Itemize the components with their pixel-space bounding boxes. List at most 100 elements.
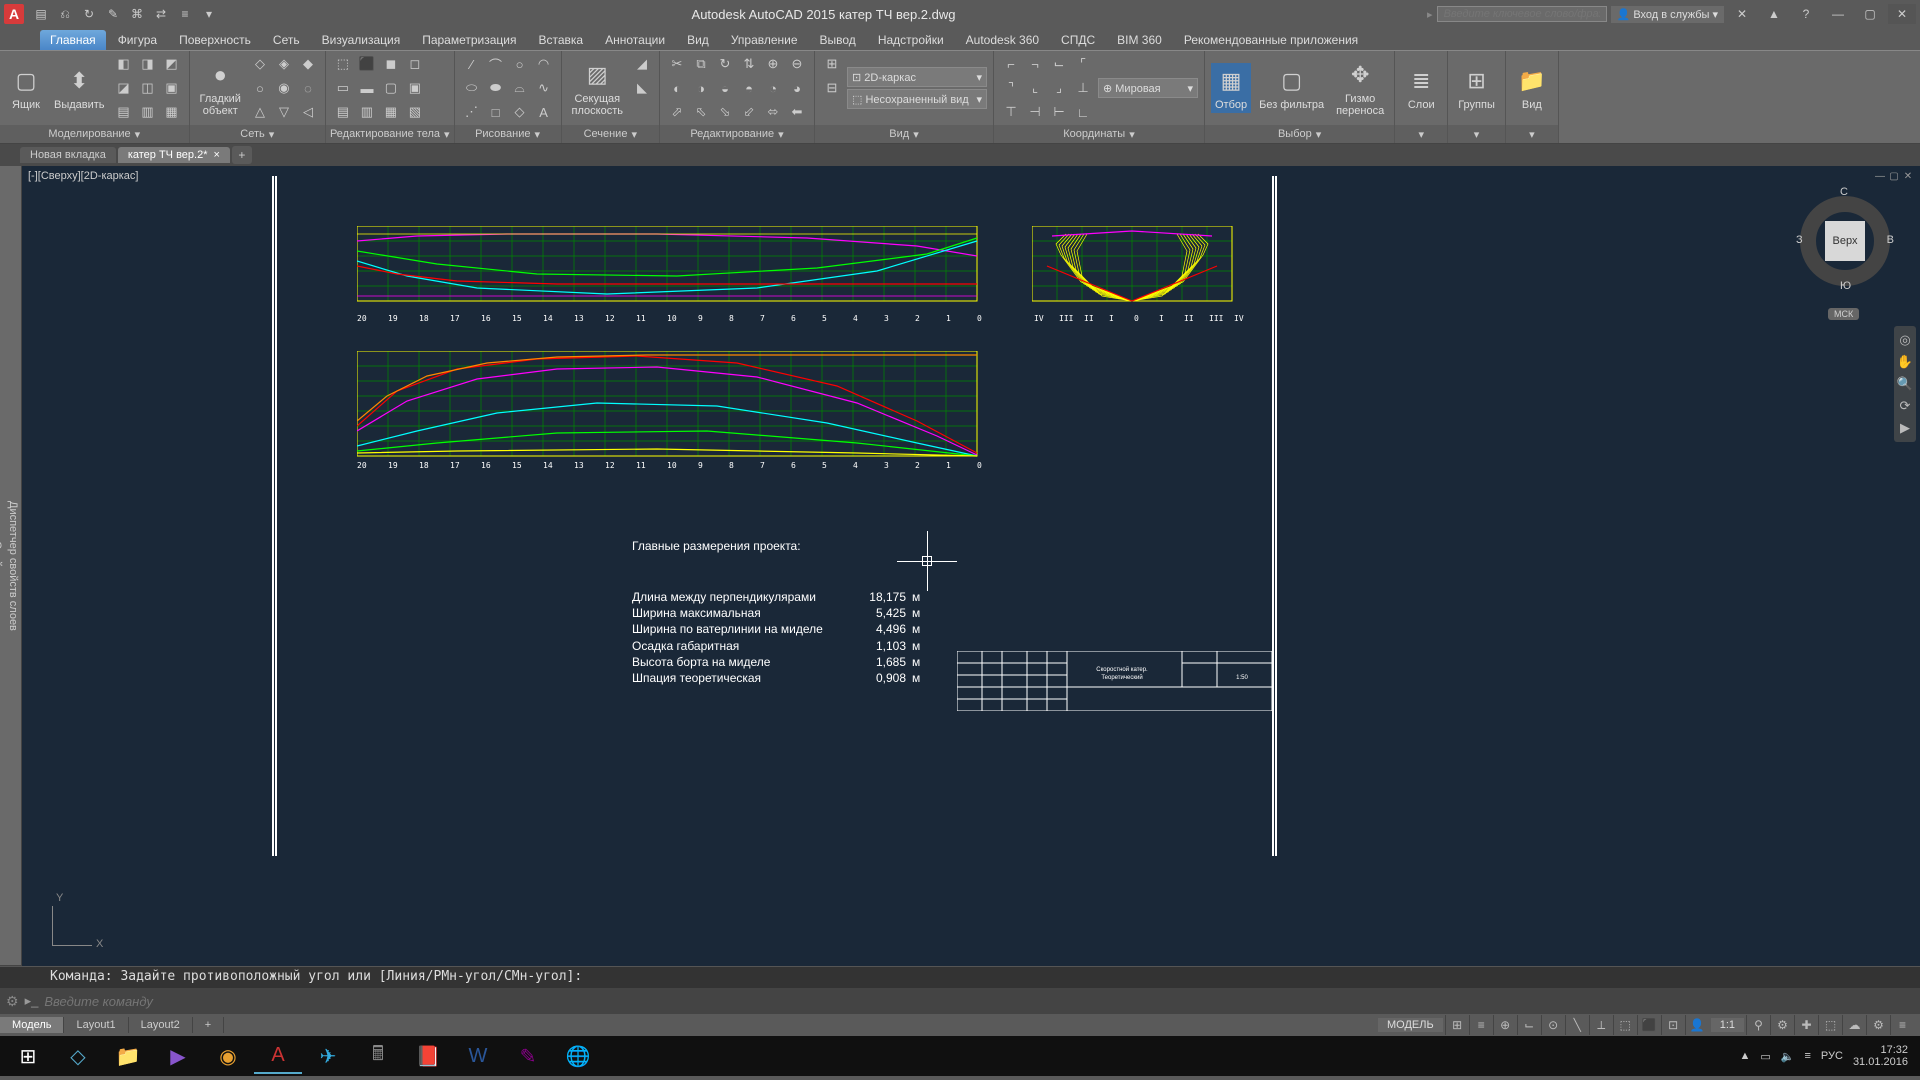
ribbon-small-button[interactable]: ◆ bbox=[297, 53, 319, 75]
status-toggle[interactable]: ⚙ bbox=[1866, 1015, 1890, 1035]
qat-button[interactable]: ✎ bbox=[102, 4, 124, 24]
ribbon-small-button[interactable]: ◪ bbox=[113, 77, 135, 99]
ribbon-panel-label[interactable]: Редактирование тела ▾ bbox=[326, 125, 454, 143]
vp-minimize-icon[interactable]: — bbox=[1874, 170, 1886, 182]
ribbon-small-button[interactable]: ▬ bbox=[356, 77, 378, 99]
ribbon-tab[interactable]: Аннотации bbox=[595, 30, 675, 50]
ribbon-small-button[interactable]: ▦ bbox=[380, 101, 402, 123]
ribbon-small-button[interactable]: ⌜ bbox=[1072, 53, 1094, 75]
ribbon-panel-label[interactable]: Сеть ▾ bbox=[190, 125, 325, 143]
ribbon-small-button[interactable]: ○ bbox=[249, 77, 271, 99]
ribbon-big-button[interactable]: ≣Слои bbox=[1401, 63, 1441, 113]
ribbon-tab[interactable]: Фигура bbox=[108, 30, 167, 50]
ribbon-small-button[interactable]: ⊥ bbox=[1072, 77, 1094, 99]
status-toggle[interactable]: ⟂ bbox=[1589, 1015, 1613, 1035]
ribbon-small-button[interactable]: ▤ bbox=[332, 101, 354, 123]
taskbar-app[interactable]: 📕 bbox=[404, 1038, 452, 1074]
ribbon-big-button[interactable]: ⬍Выдавить bbox=[50, 63, 109, 113]
ribbon-panel-label[interactable]: Моделирование ▾ bbox=[0, 125, 189, 143]
ribbon-small-button[interactable]: ◒ bbox=[714, 77, 736, 99]
ribbon-small-button[interactable]: ◩ bbox=[161, 53, 183, 75]
tab-close-icon[interactable]: × bbox=[213, 149, 219, 161]
ribbon-small-button[interactable]: ◣ bbox=[631, 77, 653, 99]
nav-orbit-icon[interactable]: ⟳ bbox=[1896, 398, 1914, 414]
status-toggle[interactable]: 👤 bbox=[1685, 1015, 1709, 1035]
nav-pan-icon[interactable]: ✋ bbox=[1896, 354, 1914, 370]
ribbon-small-button[interactable]: ◈ bbox=[273, 53, 295, 75]
ribbon-small-button[interactable]: ◓ bbox=[738, 77, 760, 99]
qat-button[interactable]: ⇄ bbox=[150, 4, 172, 24]
ribbon-small-button[interactable]: ∿ bbox=[533, 77, 555, 99]
ribbon-small-button[interactable]: ∟ bbox=[1072, 101, 1094, 123]
ribbon-small-button[interactable]: ⧉ bbox=[690, 53, 712, 75]
ribbon-small-button[interactable]: ▭ bbox=[332, 77, 354, 99]
taskbar-app[interactable]: W bbox=[454, 1038, 502, 1074]
help-icon[interactable]: ▲ bbox=[1760, 4, 1788, 24]
ribbon-small-button[interactable]: ▥ bbox=[137, 101, 159, 123]
tray-icon[interactable]: ▲ bbox=[1739, 1050, 1750, 1063]
ribbon-big-button[interactable]: ✥Гизмопереноса bbox=[1332, 57, 1388, 119]
side-palette-bar[interactable]: Диспетчер свойств слоевСвойства bbox=[0, 166, 22, 966]
status-toggle[interactable]: ⬚ bbox=[1613, 1015, 1637, 1035]
qat-button[interactable]: ▾ bbox=[198, 4, 220, 24]
ribbon-small-button[interactable]: ⬚ bbox=[332, 53, 354, 75]
ribbon-small-button[interactable]: ⊟ bbox=[821, 77, 843, 99]
help-button[interactable]: ? bbox=[1792, 4, 1820, 24]
ribbon-tab[interactable]: Вставка bbox=[529, 30, 594, 50]
taskbar-app[interactable]: ◉ bbox=[204, 1038, 252, 1074]
ribbon-tab[interactable]: Управление bbox=[721, 30, 808, 50]
ribbon-big-button[interactable]: 📁Вид bbox=[1512, 63, 1552, 113]
ribbon-big-button[interactable]: ●Гладкийобъект bbox=[196, 57, 245, 119]
tray-icon[interactable]: 🔈 bbox=[1781, 1050, 1795, 1063]
ribbon-small-button[interactable]: ◁ bbox=[297, 101, 319, 123]
qat-button[interactable]: ▤ bbox=[30, 4, 52, 24]
ribbon-tab[interactable]: Рекомендованные приложения bbox=[1174, 30, 1368, 50]
ribbon-small-button[interactable]: ⌙ bbox=[1048, 53, 1070, 75]
status-toggle[interactable]: ⌙ bbox=[1517, 1015, 1541, 1035]
ribbon-small-button[interactable]: ◐ bbox=[666, 77, 688, 99]
ribbon-small-button[interactable]: ⬛ bbox=[356, 53, 378, 75]
qat-button[interactable]: ≡ bbox=[174, 4, 196, 24]
ribbon-small-button[interactable]: ⬭ bbox=[461, 77, 483, 99]
ribbon-small-button[interactable]: ▣ bbox=[404, 77, 426, 99]
tray-icon[interactable]: ▭ bbox=[1760, 1050, 1770, 1063]
ribbon-small-button[interactable]: ◔ bbox=[762, 77, 784, 99]
ribbon-small-button[interactable]: △ bbox=[249, 101, 271, 123]
qat-button[interactable]: ↻ bbox=[78, 4, 100, 24]
ribbon-panel-label[interactable]: Выбор ▾ bbox=[1205, 125, 1394, 143]
status-model[interactable]: МОДЕЛЬ bbox=[1378, 1018, 1443, 1032]
ribbon-small-button[interactable]: ⌓ bbox=[509, 77, 531, 99]
ribbon-small-button[interactable]: ¬ bbox=[1024, 53, 1046, 75]
ribbon-small-button[interactable]: ◌ bbox=[297, 77, 319, 99]
ribbon-panel-label[interactable]: Координаты ▾ bbox=[994, 125, 1204, 143]
ribbon-panel-label[interactable]: Сечение ▾ bbox=[562, 125, 659, 143]
help-search-input[interactable] bbox=[1437, 6, 1607, 22]
status-toggle[interactable]: ⊙ bbox=[1541, 1015, 1565, 1035]
nav-zoom-icon[interactable]: 🔍 bbox=[1896, 376, 1914, 392]
taskbar-app[interactable]: 🖩 bbox=[354, 1038, 402, 1074]
ribbon-small-button[interactable]: ▣ bbox=[161, 77, 183, 99]
autocad-logo[interactable]: A bbox=[4, 4, 24, 24]
ribbon-dropdown[interactable]: ⊡ 2D-каркас ▾ bbox=[847, 67, 987, 87]
ribbon-big-button[interactable]: ▦Отбор bbox=[1211, 63, 1251, 113]
ribbon-small-button[interactable]: ⊞ bbox=[821, 53, 843, 75]
taskbar-app[interactable]: 🌐 bbox=[554, 1038, 602, 1074]
status-scale[interactable]: 1:1 bbox=[1711, 1018, 1744, 1032]
ribbon-panel-label[interactable]: Рисование ▾ bbox=[455, 125, 561, 143]
ribbon-small-button[interactable]: ⊖ bbox=[786, 53, 808, 75]
ribbon-small-button[interactable]: ▧ bbox=[404, 101, 426, 123]
maximize-button[interactable]: ▢ bbox=[1856, 4, 1884, 24]
status-toggle[interactable]: ☁ bbox=[1842, 1015, 1866, 1035]
exchange-icon[interactable]: ✕ bbox=[1728, 4, 1756, 24]
ribbon-small-button[interactable]: ⌒ bbox=[485, 53, 507, 75]
side-panel-tab[interactable]: Диспетчер свойств слоев bbox=[5, 166, 21, 966]
viewport-label[interactable]: [-][Сверху][2D-каркас] bbox=[28, 170, 138, 182]
ribbon-dropdown[interactable]: ⬚ Несохраненный вид ▾ bbox=[847, 89, 987, 109]
taskbar-app[interactable]: ✎ bbox=[504, 1038, 552, 1074]
command-input[interactable] bbox=[44, 994, 1914, 1009]
ribbon-small-button[interactable]: ▢ bbox=[380, 77, 402, 99]
taskbar-app[interactable]: ⊞ bbox=[4, 1038, 52, 1074]
ribbon-panel-label[interactable]: ▾ bbox=[1395, 125, 1447, 143]
ribbon-small-button[interactable]: ⌞ bbox=[1024, 77, 1046, 99]
nav-wheel-icon[interactable]: ◎ bbox=[1896, 332, 1914, 348]
